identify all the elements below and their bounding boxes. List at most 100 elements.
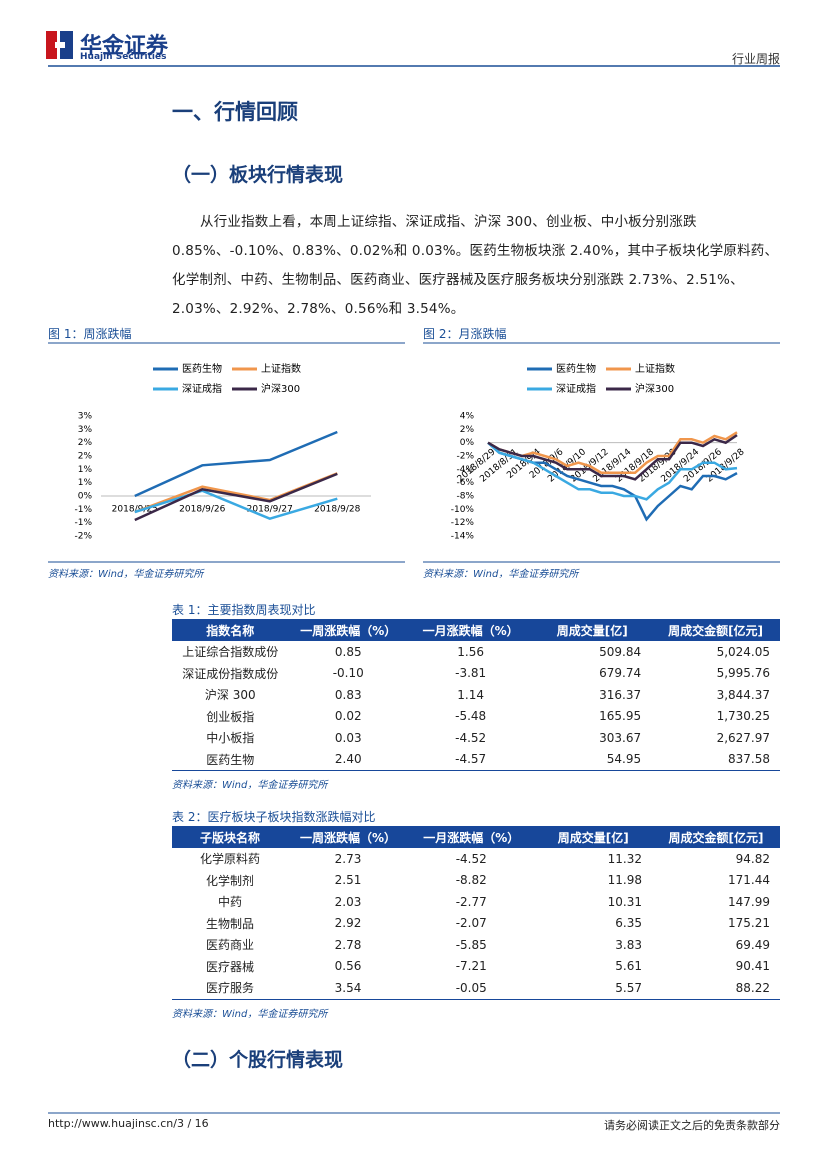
table: 指数名称 一周涨跌幅（%） 一月涨跌幅（%） 周成交量[亿] 周成交金额[亿元] 上证综合… xyxy=(172,619,780,771)
legend-label: 医药生物 xyxy=(556,362,596,375)
cell: -2.07 xyxy=(455,916,487,931)
cell: 3.83 xyxy=(615,937,642,952)
cell: -0.05 xyxy=(408,977,535,1000)
cell: 175.21 xyxy=(728,916,770,931)
figure-caption: 图 1：周涨跌幅 xyxy=(48,327,132,341)
cell: 化学原料药 xyxy=(200,852,261,867)
cell: 3,844.37 xyxy=(716,687,770,702)
header-cell: 一周涨跌幅（%） xyxy=(288,826,409,848)
cell: 沪深 300 xyxy=(204,688,256,703)
cell: 837.58 xyxy=(651,748,780,771)
cell: 316.37 xyxy=(599,687,642,702)
section-title: 一、行情回顾 xyxy=(172,100,298,124)
y-tick-label: -2% xyxy=(456,452,474,462)
y-tick-label: 2% xyxy=(78,438,93,448)
cell: -4.52 xyxy=(455,851,487,866)
legend-label: 沪深300 xyxy=(261,382,300,395)
cell: 医疗服务 xyxy=(172,977,289,1000)
header-cell: 一月涨跌幅（%） xyxy=(407,619,534,641)
cell: -5.85 xyxy=(455,937,487,952)
cell: -8.82 xyxy=(455,873,487,888)
cell: 1.14 xyxy=(457,687,485,702)
logo-en: Huajin Securities xyxy=(80,52,167,62)
y-tick-label: 2% xyxy=(78,452,93,462)
x-tick-label: 2018/9/27 xyxy=(247,505,293,515)
cell: 中药 xyxy=(218,895,243,910)
y-tick-label: 0% xyxy=(460,438,475,448)
y-tick-label: -12% xyxy=(451,518,475,528)
cell: 化学制剂 xyxy=(206,873,255,888)
report-type: 行业周报 xyxy=(731,52,780,66)
y-tick-label: 1% xyxy=(78,478,93,488)
y-tick-label: -4% xyxy=(456,465,474,475)
header-cell: 一月涨跌幅（%） xyxy=(408,826,535,848)
cell: 10.31 xyxy=(607,894,642,909)
cell: 2.78 xyxy=(334,937,362,952)
series-line xyxy=(487,434,738,481)
cell: 2.03 xyxy=(334,894,362,909)
x-tick-label: 2018/9/26 xyxy=(179,505,225,515)
cell: 3.54 xyxy=(288,977,409,1000)
logo-mark xyxy=(60,31,73,59)
cell: 深证成份指数成份 xyxy=(182,666,279,681)
y-tick-label: 1% xyxy=(78,465,93,475)
cell: 0.02 xyxy=(334,709,362,724)
y-tick-label: -6% xyxy=(456,478,474,488)
y-tick-label: 3% xyxy=(78,412,93,422)
cell: 147.99 xyxy=(728,894,770,909)
y-tick-label: -2% xyxy=(74,532,92,542)
cell: 2.73 xyxy=(334,851,362,866)
header-cell: 周成交金额[亿元] xyxy=(651,619,780,641)
cell: 679.74 xyxy=(599,666,642,681)
cell: 509.84 xyxy=(599,644,642,659)
legend-label: 沪深300 xyxy=(635,382,674,395)
legend-label: 上证指数 xyxy=(635,362,675,375)
legend-label: 深证成指 xyxy=(556,382,596,395)
cell: -5.48 xyxy=(455,709,487,724)
header-cell: 一周涨跌幅（%） xyxy=(288,619,408,641)
cell: 54.95 xyxy=(533,748,652,771)
header-cell: 指数名称 xyxy=(172,619,289,641)
figure-source: 资料来源：Wind，华金证券研究所 xyxy=(48,569,204,580)
header-cell: 周成交量[亿] xyxy=(533,619,652,641)
cell: 1.56 xyxy=(457,644,485,659)
figure-source: 资料来源：Wind，华金证券研究所 xyxy=(423,569,579,580)
figure-caption: 图 2：月涨跌幅 xyxy=(423,327,507,341)
cell: 生物制品 xyxy=(206,916,255,931)
cell: 1,730.25 xyxy=(716,709,770,724)
paragraph: 从行业指数上看，本周上证综指、深证成指、沪深 300、创业板、中小板分别涨跌 0… xyxy=(172,214,779,317)
cell: 医药商业 xyxy=(206,938,255,953)
table-source: 资料来源：Wind，华金证券研究所 xyxy=(172,780,328,791)
cell: 2,627.97 xyxy=(716,730,770,745)
cell: 中小板指 xyxy=(206,731,255,746)
y-tick-label: -1% xyxy=(74,505,92,515)
cell: 2.92 xyxy=(334,916,362,931)
cell: 0.85 xyxy=(334,644,362,659)
cell: 5,995.76 xyxy=(716,666,770,681)
table: 子版块名称 一周涨跌幅（%） 一月涨跌幅（%） 周成交量[亿] 周成交金额[亿元] 化学原… xyxy=(172,826,780,1000)
y-tick-label: 3% xyxy=(78,425,93,435)
y-tick-label: -8% xyxy=(456,492,474,502)
cell: 6.35 xyxy=(615,916,642,931)
x-tick-label: 2018/9/28 xyxy=(314,505,360,515)
cell: 69.49 xyxy=(735,937,770,952)
cell: 11.98 xyxy=(607,873,642,888)
subsection-title: （二）个股行情表现 xyxy=(172,1049,344,1071)
footer-url: http://www.huajinsc.cn/3 / 16 xyxy=(48,1117,209,1130)
cell: 医疗器械 xyxy=(206,959,255,974)
y-tick-label: 2% xyxy=(460,425,475,435)
cell: 90.41 xyxy=(735,959,770,974)
cell: 94.82 xyxy=(735,851,770,866)
cell: 0.83 xyxy=(334,687,362,702)
series-line xyxy=(134,430,338,498)
logo-text: 华金证券 xyxy=(80,34,169,59)
legend-label: 上证指数 xyxy=(261,362,301,375)
table-source: 资料来源：Wind，华金证券研究所 xyxy=(172,1008,328,1020)
legend-label: 深证成指 xyxy=(182,382,222,395)
logo-mark xyxy=(46,31,57,59)
x-tick-label: 2018/9/25 xyxy=(112,505,158,515)
series-line xyxy=(487,431,738,474)
y-tick-label: 0% xyxy=(78,492,93,502)
